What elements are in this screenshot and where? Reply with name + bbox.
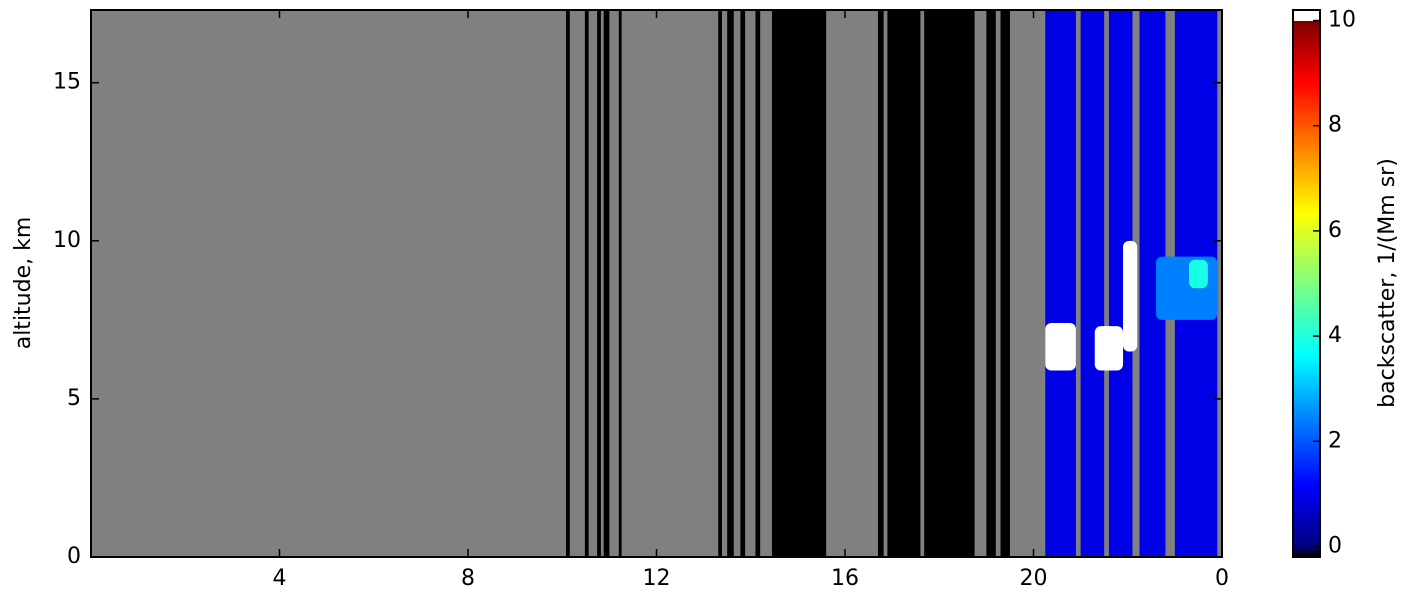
data-band: [1000, 10, 1010, 557]
data-band: [755, 10, 761, 557]
data-band: [1108, 10, 1133, 557]
x-tick-label: 12: [643, 566, 671, 591]
data-band: [771, 10, 827, 557]
data-band: [718, 10, 723, 557]
plot-area: [91, 10, 1222, 557]
data-band: [566, 10, 570, 557]
data-band: [887, 10, 921, 557]
data-band: [584, 10, 589, 557]
data-band: [986, 10, 996, 557]
data-band: [727, 10, 734, 557]
colorbar-tick-label: 2: [1328, 428, 1342, 453]
colorbar-label: backscatter, 1/(Mm sr): [1375, 158, 1400, 408]
no-data-background: [91, 10, 1222, 557]
data-band: [618, 10, 622, 557]
cloud-patch: [1123, 240, 1138, 352]
cloud-patch: [1094, 326, 1124, 371]
y-tick-label: 15: [53, 70, 81, 95]
colorbar-tick-label: 6: [1328, 218, 1342, 243]
x-tick-label: 8: [461, 566, 475, 591]
y-tick-label: 0: [67, 544, 81, 569]
y-tick-label: 10: [53, 228, 81, 253]
data-band: [597, 10, 601, 557]
y-axis-label: altitude, km: [11, 217, 36, 350]
colorbar: [1292, 9, 1321, 558]
colorbar-tick-label: 10: [1328, 8, 1356, 33]
data-band: [1045, 10, 1076, 557]
x-tick-label: 16: [831, 566, 859, 591]
x-tick-label: 20: [1020, 566, 1048, 591]
y-tick-label: 5: [67, 386, 81, 411]
colorbar-tick-label: 0: [1328, 533, 1342, 558]
cloud-patch: [1045, 323, 1076, 371]
colorbar-tick-label: 8: [1328, 113, 1342, 138]
x-tick-label: 4: [273, 566, 287, 591]
data-band: [1080, 10, 1105, 557]
x-tick-label: 0: [1215, 566, 1229, 591]
data-band: [740, 10, 746, 557]
data-band: [877, 10, 884, 557]
data-band: [924, 10, 975, 557]
data-band: [603, 10, 610, 557]
cloud-patch: [1189, 259, 1208, 289]
cloud-patch: [1156, 256, 1218, 320]
colorbar-tick-label: 4: [1328, 323, 1342, 348]
